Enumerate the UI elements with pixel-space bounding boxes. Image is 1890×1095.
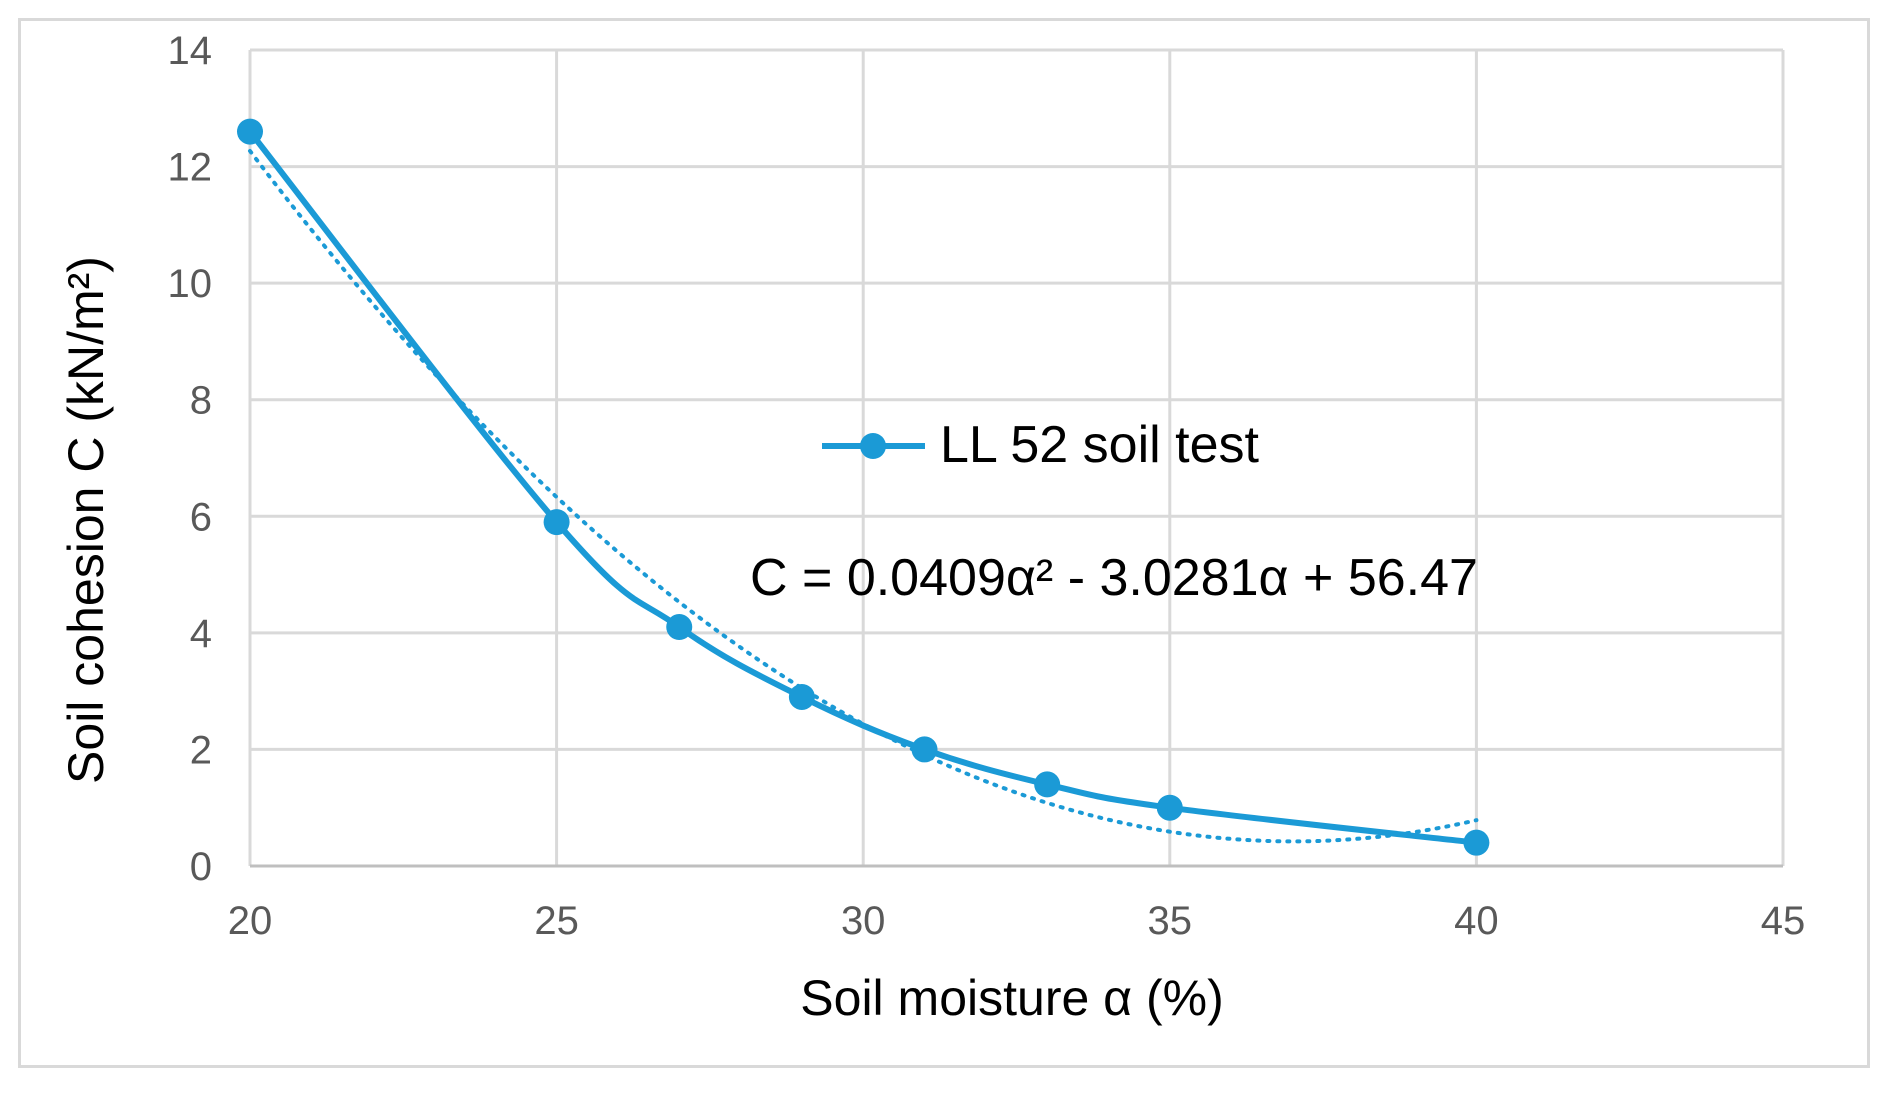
data-point [911, 736, 938, 763]
x-tick-label: 45 [1761, 899, 1806, 943]
legend: LL 52 soil test [822, 416, 1259, 474]
y-tick-label: 14 [168, 29, 213, 73]
y-tick-label: 12 [168, 146, 213, 190]
data-point [1156, 794, 1183, 821]
data-point [1034, 771, 1061, 798]
data-point [1463, 829, 1490, 856]
chart-frame [18, 18, 1870, 1068]
data-point [237, 118, 263, 145]
x-tick-label: 20 [228, 899, 273, 943]
y-tick-label: 10 [168, 262, 213, 306]
tick-layer: 0 2 4 6 8 10 12 14 20 25 30 35 40 45 [168, 29, 1806, 943]
grid-layer [248, 48, 1785, 868]
legend-label: LL 52 soil test [940, 416, 1259, 474]
x-tick-label: 40 [1454, 899, 1499, 943]
y-tick-label: 4 [190, 612, 212, 656]
legend-marker [860, 433, 886, 459]
data-point [788, 683, 815, 710]
y-tick-label: 6 [190, 495, 212, 539]
x-tick-label: 30 [841, 899, 886, 943]
series-layer [237, 118, 1490, 856]
trendline-equation: C = 0.0409α² - 3.0281α + 56.47 [750, 549, 1478, 607]
x-tick-label: 35 [1148, 899, 1193, 943]
y-tick-label: 0 [190, 845, 212, 889]
x-tick-label: 25 [534, 899, 579, 943]
y-axis-title: Soil cohesion C (kN/m²) [58, 256, 114, 784]
x-axis-title: Soil moisture α (%) [800, 970, 1223, 1026]
y-tick-label: 2 [190, 728, 212, 772]
y-tick-label: 8 [190, 379, 212, 423]
data-point [543, 509, 570, 536]
data-point [666, 614, 693, 641]
